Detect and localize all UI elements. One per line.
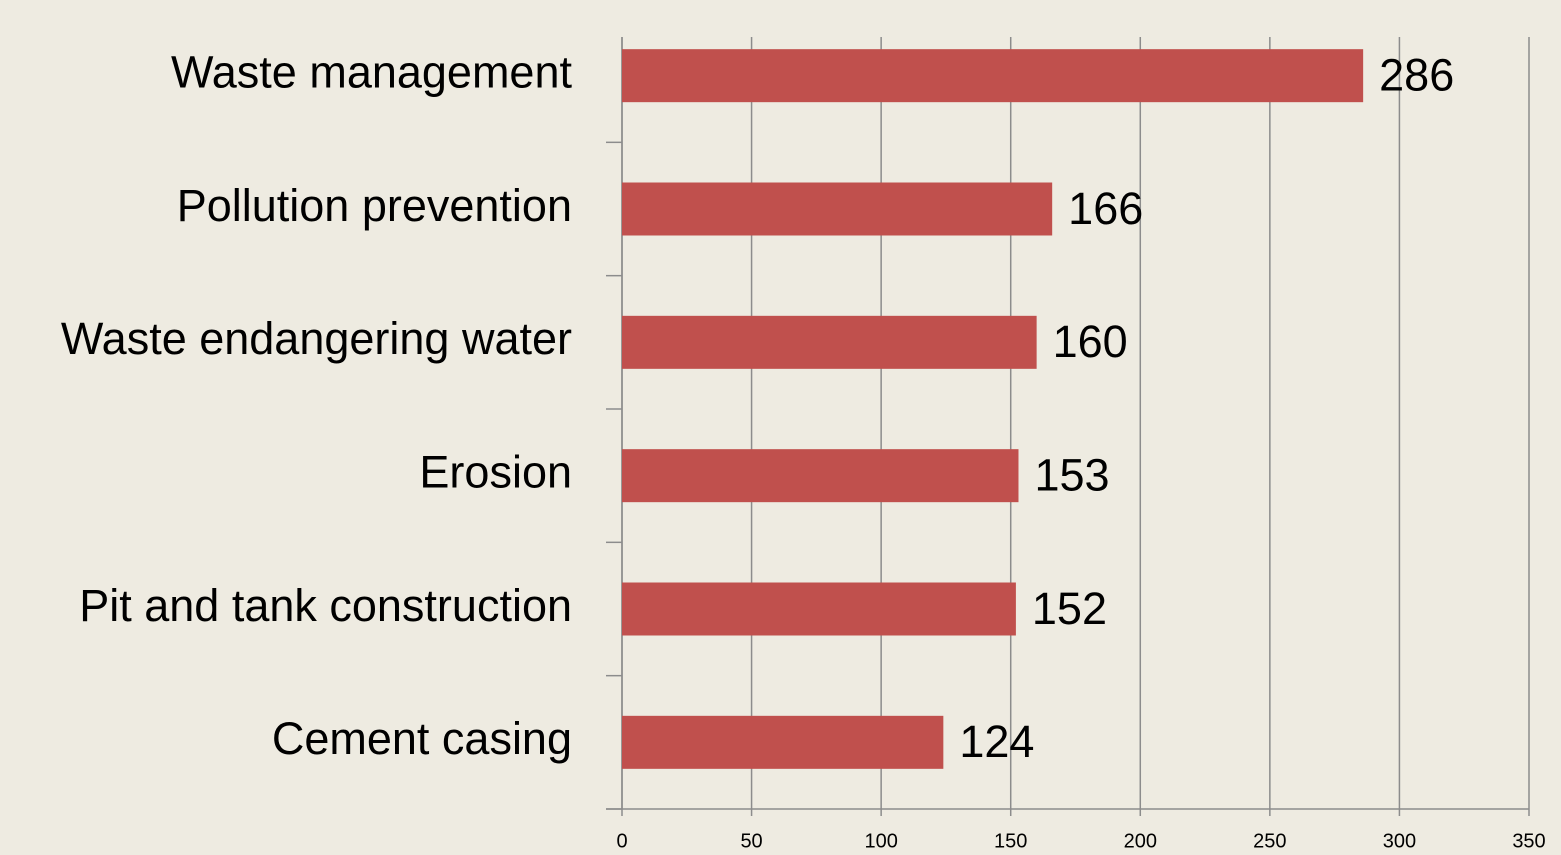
data-label: 166	[1068, 183, 1143, 234]
y-tick-label: Waste endangering water	[61, 313, 572, 364]
data-label: 152	[1032, 583, 1107, 634]
x-tick-label: 250	[1253, 830, 1286, 852]
x-tick-label: 200	[1124, 830, 1157, 852]
x-tick-label: 350	[1512, 830, 1545, 852]
bar	[622, 182, 1053, 236]
bar	[622, 715, 944, 769]
bar	[622, 582, 1016, 636]
y-tick-label: Erosion	[419, 447, 572, 498]
data-label: 286	[1379, 50, 1454, 101]
x-tick-label: 50	[740, 830, 762, 852]
bar	[622, 449, 1019, 503]
data-label: 160	[1053, 316, 1128, 367]
y-tick-label: Pollution prevention	[177, 180, 572, 231]
bar	[622, 315, 1037, 369]
x-tick-label: 150	[994, 830, 1027, 852]
x-tick-label: 0	[616, 830, 627, 852]
y-tick-label: Pit and tank construction	[79, 580, 572, 631]
y-tick-label: Waste management	[171, 47, 573, 98]
bar	[622, 49, 1364, 103]
data-label: 153	[1034, 450, 1109, 501]
y-tick-label: Cement casing	[272, 713, 572, 764]
data-label: 124	[959, 716, 1034, 767]
x-tick-label: 100	[864, 830, 897, 852]
x-tick-label: 300	[1383, 830, 1416, 852]
